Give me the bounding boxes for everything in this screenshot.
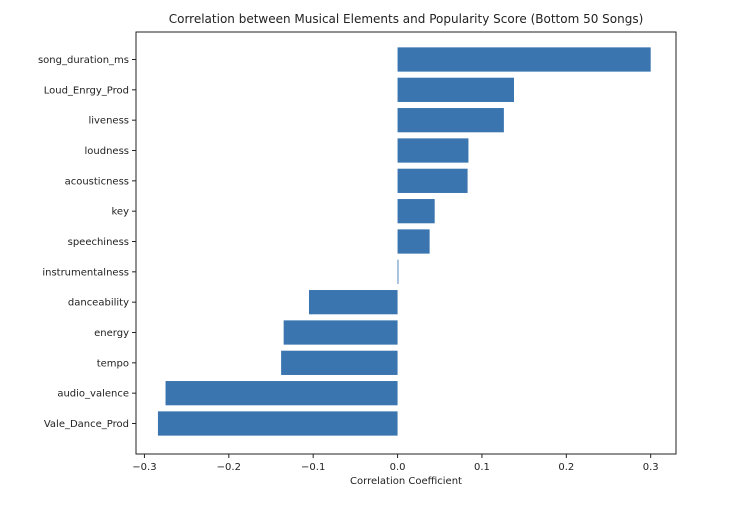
- bar-Vale_Dance_Prod: [157, 411, 398, 436]
- bar-tempo: [281, 350, 398, 375]
- y-tick-label: Vale_Dance_Prod: [44, 419, 129, 430]
- bar-key: [397, 199, 435, 224]
- x-tick-label: 0.2: [558, 462, 574, 473]
- bar-song_duration_ms: [397, 47, 651, 72]
- y-tick-label: liveness: [88, 116, 129, 127]
- chart-title: Correlation between Musical Elements and…: [169, 12, 644, 26]
- bar-danceability: [308, 290, 398, 315]
- y-tick-label: audio_valence: [57, 389, 129, 400]
- y-tick-label: speechiness: [68, 237, 129, 248]
- x-tick-label: −0.3: [132, 462, 156, 473]
- x-axis: −0.3 −0.2 −0.1 0.0 0.1 0.2 0.3: [132, 454, 659, 473]
- y-tick-label: tempo: [97, 358, 129, 369]
- y-tick-label: danceability: [68, 298, 129, 309]
- x-tick-label: 0.1: [474, 462, 490, 473]
- x-tick-label: 0.0: [390, 462, 406, 473]
- bar-Loud_Enrgy_Prod: [397, 77, 514, 102]
- x-axis-label: Correlation Coefficient: [350, 476, 462, 487]
- x-tick-label: 0.3: [643, 462, 659, 473]
- bar-loudness: [397, 138, 469, 163]
- y-tick-label: instrumentalness: [42, 267, 129, 278]
- bars-group: [157, 47, 651, 436]
- y-tick-label: acousticness: [65, 176, 129, 187]
- y-tick-label: loudness: [85, 146, 130, 157]
- bar-acousticness: [397, 168, 468, 193]
- x-tick-label: −0.1: [301, 462, 325, 473]
- y-tick-label: energy: [94, 328, 129, 339]
- bar-instrumentalness: [397, 259, 399, 284]
- y-tick-label: key: [111, 207, 129, 218]
- plot-frame: [135, 31, 677, 455]
- y-tick-label: Loud_Enrgy_Prod: [44, 85, 129, 96]
- y-tick-label: song_duration_ms: [38, 55, 129, 66]
- bar-energy: [283, 320, 398, 345]
- bar-speechiness: [397, 229, 430, 254]
- bar-liveness: [397, 108, 504, 133]
- y-axis: song_duration_ms Loud_Enrgy_Prod liveness l…: [38, 55, 136, 430]
- x-tick-label: −0.2: [217, 462, 241, 473]
- bar-audio_valence: [165, 381, 398, 406]
